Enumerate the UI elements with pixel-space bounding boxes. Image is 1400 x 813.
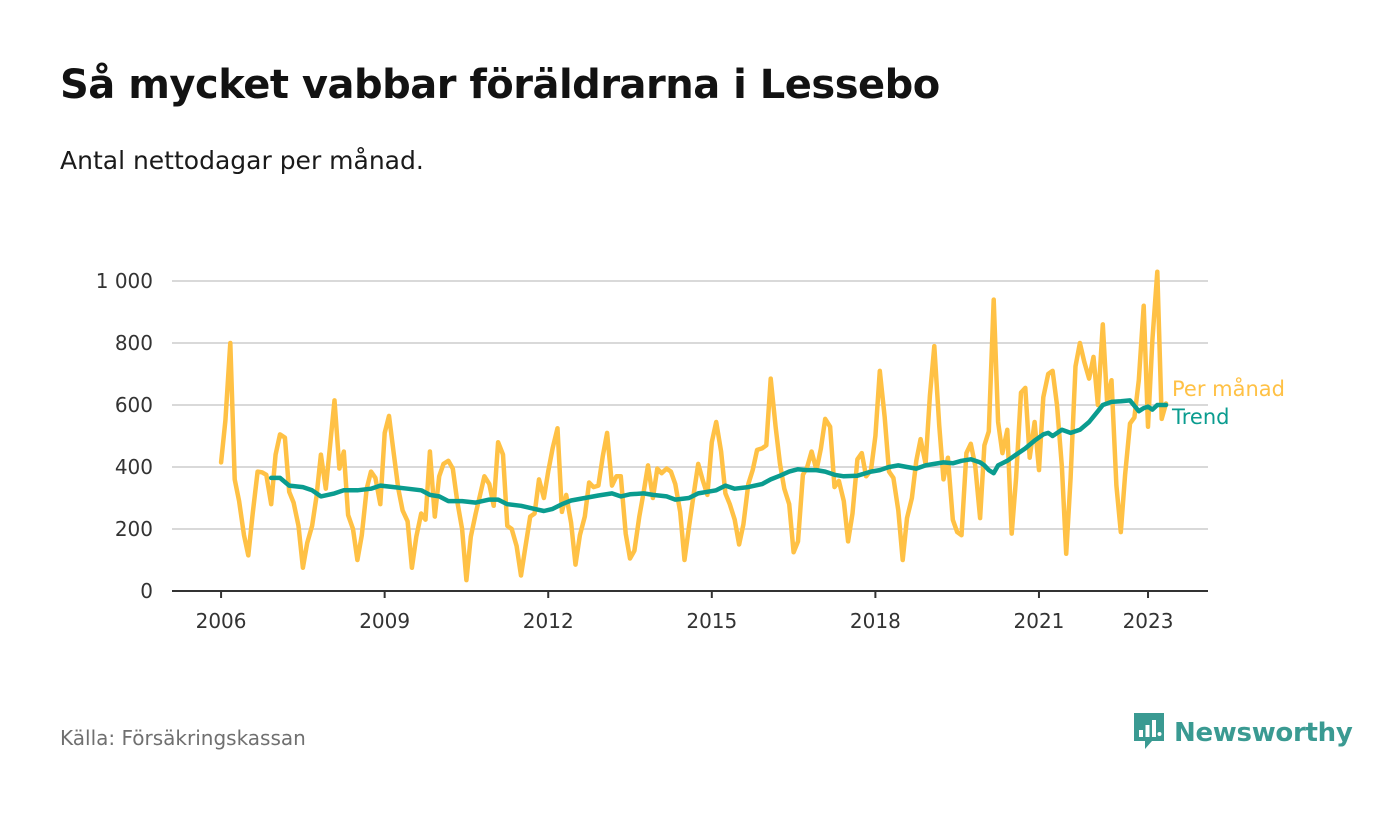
series-lines xyxy=(218,269,1169,583)
y-tick-label: 200 xyxy=(115,517,153,541)
series-label-monthly: Per månad xyxy=(1172,376,1285,401)
brand-name: Newsworthy xyxy=(1174,718,1353,748)
y-tick-label: 400 xyxy=(115,455,153,479)
y-tick-label: 0 xyxy=(140,579,153,603)
series-line-monthly xyxy=(218,269,1169,583)
axes: 0 200 400 600 800 1 000 2006 2009 2012 2015 2018 20… xyxy=(96,269,1208,633)
x-tick-label: 2023 xyxy=(1123,609,1174,633)
chart-title: Så mycket vabbar föräldrarna i Lessebo xyxy=(60,62,940,108)
gridlines xyxy=(172,280,1208,530)
chart-subtitle: Antal nettodagar per månad. xyxy=(60,146,424,175)
x-tick-label: 2018 xyxy=(850,609,901,633)
newsworthy-logo-icon xyxy=(1132,711,1166,755)
brand[interactable]: Newsworthy xyxy=(1132,711,1353,755)
x-tick-label: 2021 xyxy=(1014,609,1065,633)
x-tick-label: 2006 xyxy=(196,609,247,633)
source-note: Källa: Försäkringskassan xyxy=(60,726,306,750)
y-tick-label: 600 xyxy=(115,393,153,417)
y-tick-label: 800 xyxy=(115,331,153,355)
y-tick-label: 1 000 xyxy=(96,269,153,293)
x-tick-label: 2009 xyxy=(359,609,410,633)
series-labels: Per månad Trend xyxy=(1171,376,1285,429)
x-tick-label: 2015 xyxy=(686,609,737,633)
series-line-trend xyxy=(268,398,1169,514)
x-tick-label: 2012 xyxy=(523,609,574,633)
series-label-trend: Trend xyxy=(1171,405,1229,429)
